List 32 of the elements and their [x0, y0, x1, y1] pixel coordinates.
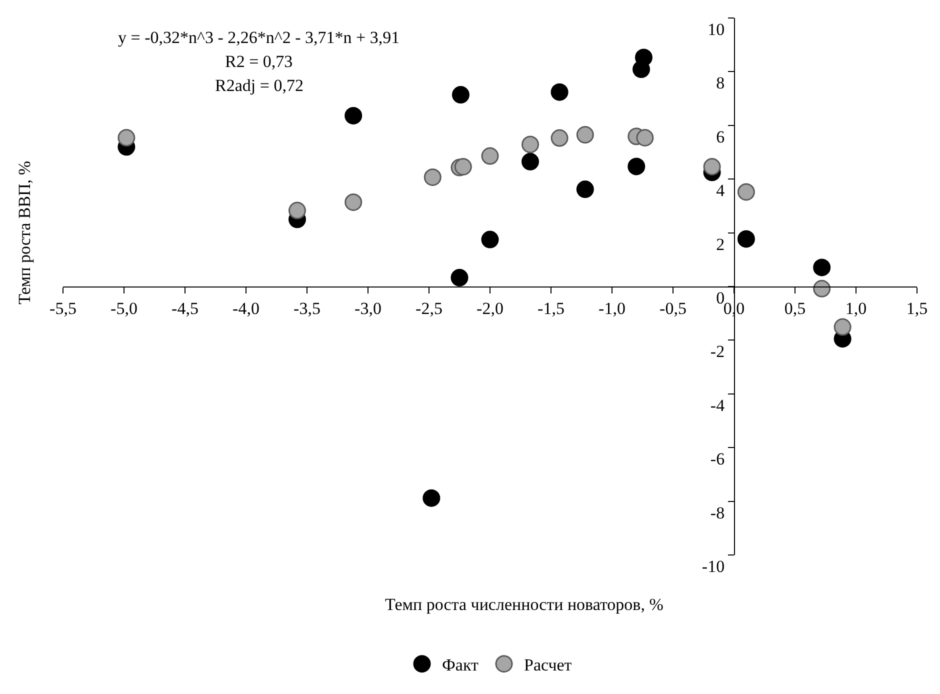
- x-tick-label: 1,0: [845, 298, 867, 318]
- x-tick-label: -5,5: [50, 298, 76, 318]
- y-tick-label: 0: [716, 288, 725, 308]
- x-tick-label: -2,5: [416, 298, 442, 318]
- y-tick-label: 2: [716, 234, 725, 254]
- annotation: R2adj = 0,72: [215, 76, 304, 95]
- x-tick-label: -1,5: [538, 298, 564, 318]
- x-tick-label: -3,0: [354, 298, 382, 318]
- x-tick-label: -1,0: [598, 298, 626, 318]
- y-tick-label: 8: [716, 74, 725, 93]
- legend-label: Факт: [442, 655, 480, 674]
- y-axis-title: Темп роста ВВП, %: [14, 160, 34, 304]
- y-tick-label: 4: [716, 181, 726, 200]
- y-tick-label: 10: [708, 20, 725, 39]
- annotation: y = -0,32*n^3 - 2,26*n^2 - 3,71*n + 3,91: [118, 28, 400, 47]
- x-tick-label: -5,0: [110, 298, 138, 318]
- x-tick-label: 0,5: [784, 298, 806, 318]
- x-tick-label: -4,0: [232, 298, 260, 318]
- y-tick-label: -2: [710, 342, 725, 362]
- x-tick-label: -2,0: [476, 298, 504, 318]
- legend-label: Расчет: [524, 655, 572, 674]
- y-tick-label: 6: [716, 127, 725, 146]
- y-tick-label: -4: [710, 396, 726, 415]
- x-axis-title: Темп роста численности новаторов, %: [385, 595, 664, 614]
- x-tick-label: -0,5: [660, 298, 686, 318]
- x-tick-label: -4,5: [172, 298, 198, 318]
- x-tick-label: -3,5: [294, 298, 320, 318]
- y-tick-label: -8: [710, 503, 725, 522]
- y-tick-label: -6: [710, 450, 725, 469]
- y-tick-label: -10: [702, 556, 725, 576]
- x-tick-label: 1,5: [906, 298, 928, 318]
- annotation: R2 = 0,73: [225, 52, 293, 71]
